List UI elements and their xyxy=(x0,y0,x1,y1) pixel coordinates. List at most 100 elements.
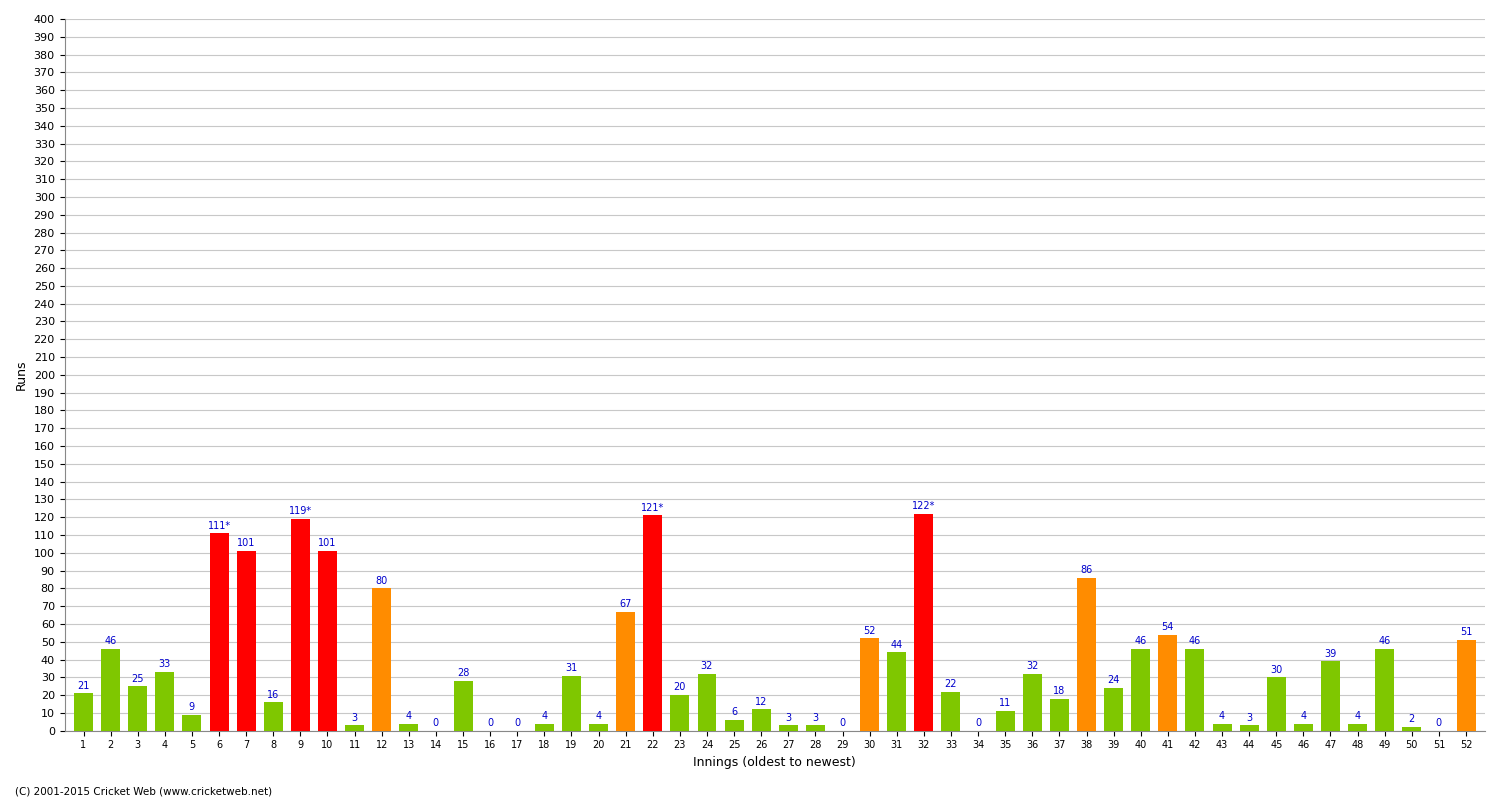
X-axis label: Innings (oldest to newest): Innings (oldest to newest) xyxy=(693,756,856,769)
Bar xyxy=(1376,649,1394,730)
Text: 46: 46 xyxy=(105,636,117,646)
Bar xyxy=(399,724,418,730)
Bar xyxy=(888,653,906,730)
Text: 4: 4 xyxy=(542,711,548,721)
Text: 31: 31 xyxy=(566,663,578,673)
Bar xyxy=(1402,727,1422,730)
Text: 0: 0 xyxy=(840,718,846,728)
Text: 20: 20 xyxy=(674,682,686,693)
Text: 3: 3 xyxy=(813,713,819,722)
Text: 30: 30 xyxy=(1270,665,1282,674)
Bar xyxy=(644,515,663,730)
Text: 121*: 121* xyxy=(640,502,664,513)
Bar xyxy=(1348,724,1366,730)
Text: 4: 4 xyxy=(405,711,412,721)
Y-axis label: Runs: Runs xyxy=(15,360,28,390)
Text: 51: 51 xyxy=(1460,627,1472,638)
Bar xyxy=(562,675,580,730)
Bar xyxy=(453,681,472,730)
Text: 101: 101 xyxy=(318,538,336,548)
Text: 21: 21 xyxy=(78,681,90,690)
Text: 24: 24 xyxy=(1107,675,1120,686)
Text: 67: 67 xyxy=(620,599,632,609)
Bar xyxy=(1456,640,1476,730)
Bar xyxy=(590,724,608,730)
Bar xyxy=(372,588,392,730)
Text: 3: 3 xyxy=(786,713,792,722)
Bar xyxy=(1239,726,1258,730)
Text: 111*: 111* xyxy=(207,521,231,530)
Bar xyxy=(1185,649,1204,730)
Text: 44: 44 xyxy=(891,640,903,650)
Bar xyxy=(806,726,825,730)
Bar xyxy=(724,720,744,730)
Bar xyxy=(128,686,147,730)
Bar xyxy=(536,724,554,730)
Text: 0: 0 xyxy=(514,718,520,728)
Bar xyxy=(100,649,120,730)
Text: 4: 4 xyxy=(1220,711,1226,721)
Text: 32: 32 xyxy=(700,661,712,671)
Bar xyxy=(1050,698,1070,730)
Text: 25: 25 xyxy=(132,674,144,683)
Text: 33: 33 xyxy=(159,659,171,670)
Text: 122*: 122* xyxy=(912,501,936,511)
Bar xyxy=(183,714,201,730)
Bar xyxy=(318,551,338,730)
Text: 86: 86 xyxy=(1080,565,1092,575)
Text: 46: 46 xyxy=(1134,636,1148,646)
Bar xyxy=(210,534,228,730)
Bar xyxy=(1104,688,1124,730)
Text: 9: 9 xyxy=(189,702,195,712)
Text: 0: 0 xyxy=(433,718,439,728)
Text: 80: 80 xyxy=(375,576,388,586)
Bar xyxy=(1294,724,1312,730)
Bar xyxy=(156,672,174,730)
Text: 52: 52 xyxy=(864,626,876,635)
Text: 3: 3 xyxy=(1246,713,1252,722)
Text: (C) 2001-2015 Cricket Web (www.cricketweb.net): (C) 2001-2015 Cricket Web (www.cricketwe… xyxy=(15,786,272,796)
Bar xyxy=(616,611,634,730)
Text: 0: 0 xyxy=(975,718,981,728)
Bar xyxy=(915,514,933,730)
Bar xyxy=(1131,649,1150,730)
Text: 2: 2 xyxy=(1408,714,1414,725)
Text: 6: 6 xyxy=(730,707,736,718)
Text: 54: 54 xyxy=(1161,622,1174,632)
Bar xyxy=(1268,678,1286,730)
Bar xyxy=(237,551,255,730)
Bar xyxy=(1158,634,1178,730)
Text: 22: 22 xyxy=(945,679,957,689)
Bar xyxy=(942,691,960,730)
Text: 101: 101 xyxy=(237,538,255,548)
Bar xyxy=(264,702,282,730)
Text: 4: 4 xyxy=(1354,711,1360,721)
Text: 0: 0 xyxy=(488,718,494,728)
Bar xyxy=(1322,662,1340,730)
Bar xyxy=(1023,674,1042,730)
Text: 28: 28 xyxy=(458,668,470,678)
Text: 16: 16 xyxy=(267,690,279,699)
Bar xyxy=(291,519,310,730)
Text: 4: 4 xyxy=(1300,711,1306,721)
Text: 32: 32 xyxy=(1026,661,1038,671)
Text: 46: 46 xyxy=(1190,636,1202,646)
Text: 4: 4 xyxy=(596,711,602,721)
Text: 18: 18 xyxy=(1053,686,1065,696)
Bar xyxy=(859,638,879,730)
Bar xyxy=(778,726,798,730)
Text: 3: 3 xyxy=(351,713,357,722)
Text: 119*: 119* xyxy=(290,506,312,516)
Bar xyxy=(74,694,93,730)
Bar xyxy=(996,711,1014,730)
Bar xyxy=(698,674,717,730)
Bar xyxy=(1212,724,1231,730)
Text: 39: 39 xyxy=(1324,649,1336,658)
Bar xyxy=(752,710,771,730)
Bar xyxy=(1077,578,1096,730)
Text: 0: 0 xyxy=(1436,718,1442,728)
Text: 12: 12 xyxy=(754,697,768,706)
Text: 46: 46 xyxy=(1378,636,1390,646)
Bar xyxy=(345,726,364,730)
Text: 11: 11 xyxy=(999,698,1011,709)
